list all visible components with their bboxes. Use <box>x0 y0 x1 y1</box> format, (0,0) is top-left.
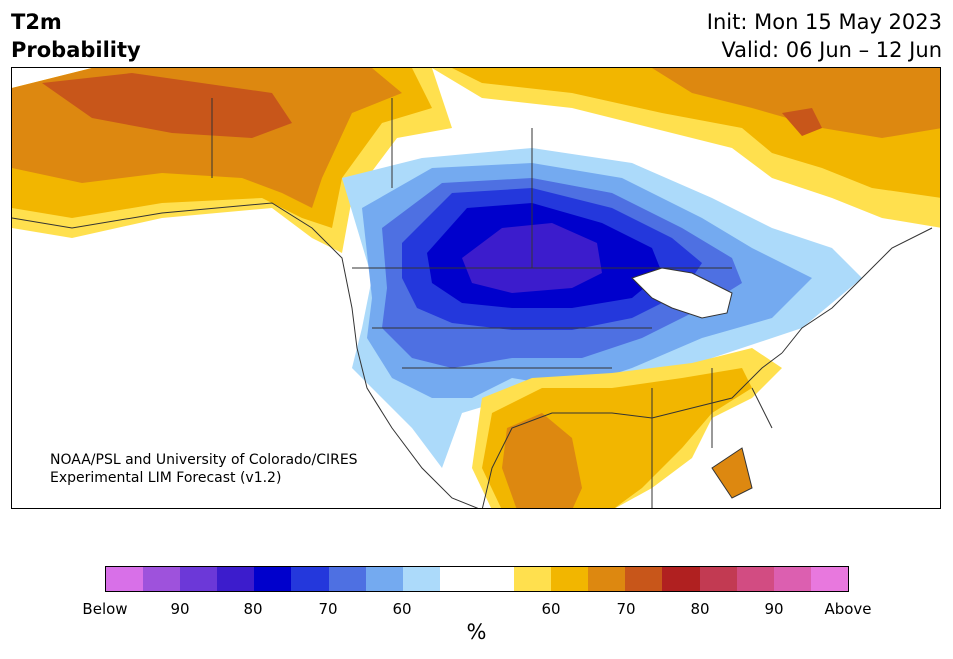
credit-line-1: NOAA/PSL and University of Colorado/CIRE… <box>50 452 358 468</box>
credit-line-2: Experimental LIM Forecast (v1.2) <box>50 470 281 486</box>
colorbar-unit-label: % <box>466 620 487 644</box>
tick-label: 70 <box>318 600 338 618</box>
title-type: Probability <box>11 38 141 62</box>
colorbar-swatch <box>180 567 218 591</box>
colorbar-swatch <box>588 567 626 591</box>
map-panel: NOAA/PSL and University of Colorado/CIRE… <box>11 67 941 509</box>
chart-title: T2m Probability <box>11 8 141 64</box>
colorbar-swatch <box>106 567 144 591</box>
probability-map: NOAA/PSL and University of Colorado/CIRE… <box>12 68 940 508</box>
tick-label: 60 <box>392 600 412 618</box>
tick-label: 90 <box>170 600 190 618</box>
colorbar-swatch <box>365 567 403 591</box>
tick-label: Above <box>824 600 872 618</box>
colorbar-swatch <box>402 567 440 591</box>
colorbar-swatch <box>291 567 329 591</box>
init-date: Init: Mon 15 May 2023 <box>706 10 942 34</box>
valid-period: Valid: 06 Jun – 12 Jun <box>721 38 942 62</box>
above-70-region-northeast <box>652 68 940 138</box>
tick-label: 70 <box>616 600 636 618</box>
tick-label: 90 <box>764 600 784 618</box>
colorbar-swatch <box>773 567 811 591</box>
colorbar-swatch <box>476 567 515 591</box>
tick-label: 80 <box>243 600 263 618</box>
tick-label: 60 <box>541 600 561 618</box>
above-70-region-south <box>502 413 582 508</box>
colorbar-swatch <box>143 567 181 591</box>
great-lakes <box>631 267 733 319</box>
colorbar-swatch <box>810 567 848 591</box>
colorbar-swatch <box>217 567 255 591</box>
colorbar-ticks: Below 90 80 70 60 60 70 80 90 Above <box>0 600 953 620</box>
colorbar-swatch <box>625 567 663 591</box>
colorbar-swatch <box>662 567 700 591</box>
above-75-region-northwest <box>42 73 292 138</box>
colorbar <box>105 566 849 592</box>
forecast-dates: Init: Mon 15 May 2023 Valid: 06 Jun – 12… <box>707 8 942 64</box>
above-75-region-northeast <box>782 108 822 136</box>
colorbar-swatch <box>551 567 589 591</box>
colorbar-swatch <box>699 567 737 591</box>
colorbar-swatch <box>328 567 366 591</box>
coastlines-and-borders <box>12 98 933 508</box>
colorbar-swatch <box>514 567 552 591</box>
title-variable: T2m <box>11 10 62 34</box>
tick-label: Below <box>82 600 128 618</box>
colorbar-swatch <box>439 567 477 591</box>
tick-label: 80 <box>690 600 710 618</box>
colorbar-swatch <box>736 567 774 591</box>
colorbar-swatch <box>254 567 292 591</box>
